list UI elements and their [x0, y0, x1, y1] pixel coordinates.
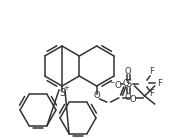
- Text: O: O: [129, 95, 136, 104]
- Text: S: S: [125, 79, 131, 89]
- Text: O: O: [125, 92, 131, 102]
- Text: S: S: [59, 88, 66, 98]
- Text: O: O: [122, 79, 129, 87]
- Text: $^{-}$O: $^{-}$O: [109, 79, 123, 90]
- Text: +: +: [63, 85, 69, 91]
- Text: O: O: [125, 67, 131, 75]
- Text: F: F: [158, 79, 162, 87]
- Text: O: O: [93, 91, 100, 100]
- Text: F: F: [150, 67, 154, 76]
- Text: F: F: [150, 90, 154, 99]
